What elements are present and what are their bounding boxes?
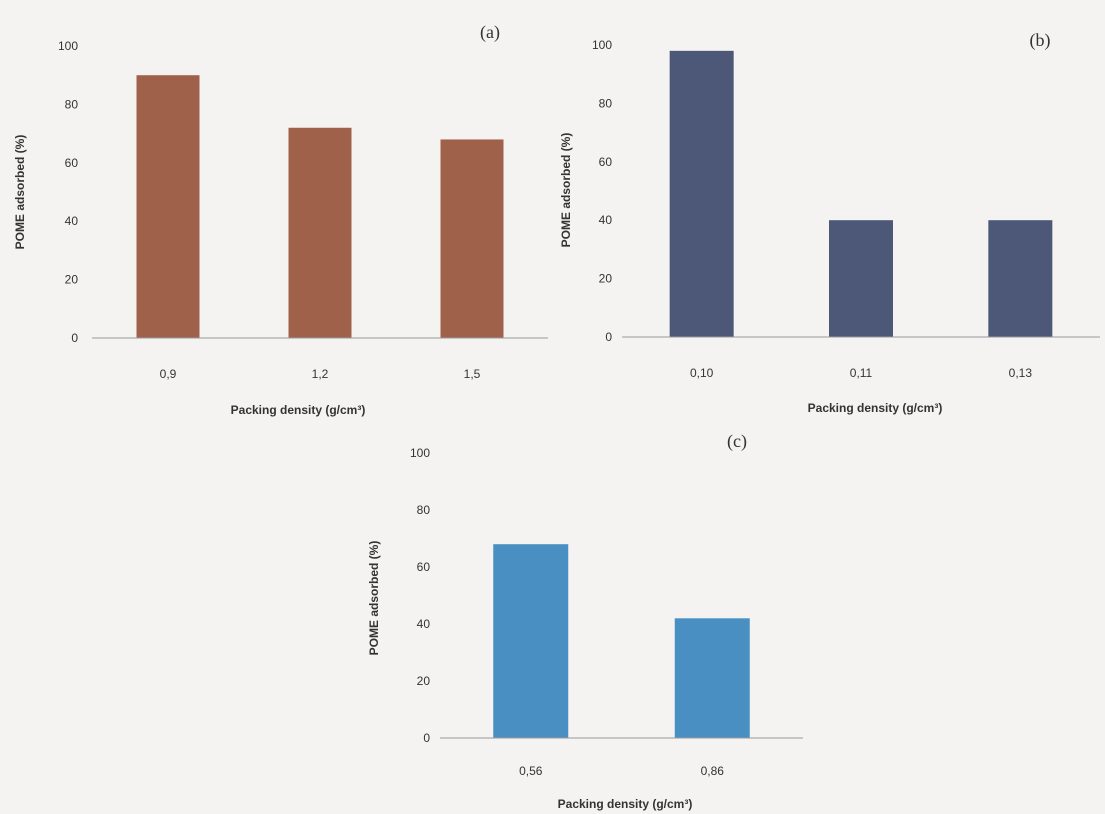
bar-c-0 xyxy=(493,544,569,738)
bars-a xyxy=(136,75,504,338)
y-axis-title-a: POME adsorbed (%) xyxy=(13,135,27,250)
y-tick-label-b-4: 80 xyxy=(599,96,613,110)
y-tick-label-a-2: 40 xyxy=(65,214,79,228)
x-ticks-c: 0,56 0,86 xyxy=(519,764,724,778)
y-tick-label-c-1: 20 xyxy=(417,674,431,688)
y-axis-title-b: POME adsorbed (%) xyxy=(559,133,573,248)
x-tick-label-a-0: 0,9 xyxy=(160,367,177,381)
x-tick-label-c-1: 0,86 xyxy=(701,764,725,778)
chart-b: (b) 0 20 40 60 80 100 0,10 0,11 0,13 POME adsor… xyxy=(559,30,1100,415)
chart-c: (c) 0 20 40 60 80 100 0,56 0,86 POME adsorbed … xyxy=(367,431,803,811)
chart-a: (a) 0 20 40 60 80 100 0,9 1,2 1,5 POME adsorbed… xyxy=(13,22,548,417)
x-axis-title-a: Packing density (g/cm³) xyxy=(231,403,366,417)
y-ticks-a: 0 20 40 60 80 100 xyxy=(58,39,78,345)
bar-b-0 xyxy=(669,50,734,338)
y-tick-label-b-1: 20 xyxy=(599,272,613,286)
y-ticks-c: 0 20 40 60 80 100 xyxy=(410,446,430,745)
y-tick-label-c-4: 80 xyxy=(417,503,431,517)
y-tick-label-b-3: 60 xyxy=(599,155,613,169)
y-tick-label-c-5: 100 xyxy=(410,446,430,460)
y-tick-label-c-3: 60 xyxy=(417,560,431,574)
y-tick-label-a-4: 80 xyxy=(65,97,79,111)
bar-a-1 xyxy=(288,127,352,338)
bar-b-1 xyxy=(829,220,893,337)
panel-label-a: (a) xyxy=(480,22,500,43)
y-tick-label-c-0: 0 xyxy=(423,731,430,745)
bar-c-1 xyxy=(674,618,750,738)
y-tick-label-a-3: 60 xyxy=(65,156,79,170)
panel-label-c: (c) xyxy=(727,431,747,452)
y-tick-label-b-2: 40 xyxy=(599,213,613,227)
bar-a-2 xyxy=(440,139,504,338)
x-axis-title-b: Packing density (g/cm³) xyxy=(808,401,943,415)
panel-label-b: (b) xyxy=(1030,30,1051,51)
y-ticks-b: 0 20 40 60 80 100 xyxy=(592,38,612,344)
x-ticks-a: 0,9 1,2 1,5 xyxy=(160,367,481,381)
x-tick-label-a-1: 1,2 xyxy=(312,367,329,381)
x-tick-label-c-0: 0,56 xyxy=(519,764,543,778)
y-tick-label-b-0: 0 xyxy=(605,330,612,344)
y-tick-label-a-0: 0 xyxy=(71,331,78,345)
x-tick-label-b-0: 0,10 xyxy=(690,366,714,380)
y-tick-label-c-2: 40 xyxy=(417,617,431,631)
y-axis-title-c: POME adsorbed (%) xyxy=(367,541,381,656)
bars-b xyxy=(669,50,1053,338)
y-tick-label-a-1: 20 xyxy=(65,273,79,287)
bar-b-2 xyxy=(988,220,1053,337)
bars-c xyxy=(493,544,750,738)
x-tick-label-a-2: 1,5 xyxy=(464,367,481,381)
x-tick-label-b-2: 0,13 xyxy=(1009,366,1033,380)
x-tick-label-b-1: 0,11 xyxy=(850,366,873,380)
y-tick-label-b-5: 100 xyxy=(592,38,612,52)
y-tick-label-a-5: 100 xyxy=(58,39,78,53)
x-ticks-b: 0,10 0,11 0,13 xyxy=(690,366,1032,380)
x-axis-title-c: Packing density (g/cm³) xyxy=(558,797,693,811)
bar-a-0 xyxy=(136,75,200,338)
